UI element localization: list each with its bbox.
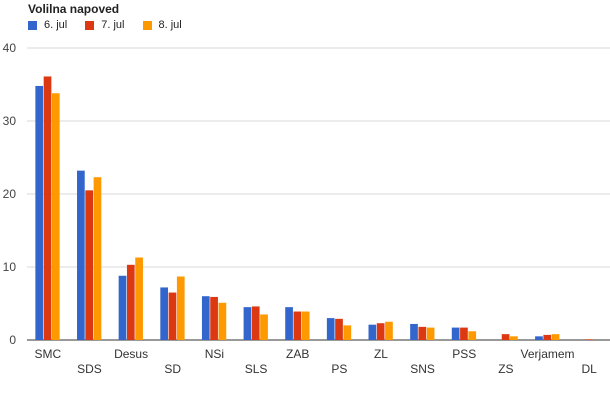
chart-title: Volilna napoved	[28, 2, 120, 16]
bar-sls-series-3	[260, 314, 268, 340]
x-tick-label: SDS	[77, 362, 102, 376]
bar-zs-series-2	[501, 334, 510, 340]
bar-zab-series-1	[285, 307, 293, 340]
x-tick-label: SD	[164, 362, 181, 376]
y-tick-label: 40	[3, 41, 17, 55]
bar-sd-series-2	[168, 292, 177, 340]
bar-sd-series-3	[176, 276, 185, 340]
bar-dl-series-2	[585, 339, 593, 340]
bar-pss-series-2	[460, 327, 468, 340]
legend-swatch-series-2	[85, 20, 95, 30]
bar-zl-series-3	[385, 321, 393, 340]
legend-swatch-series-1	[28, 20, 37, 30]
legend-label-series-3: 8. jul	[158, 19, 182, 31]
bar-ps-series-2	[335, 318, 343, 340]
bar-sls-series-2	[251, 306, 260, 340]
legend-swatch-series-3	[142, 20, 152, 30]
bar-zl-series-1	[368, 324, 377, 340]
bar-zs-series-3	[510, 336, 518, 340]
bar-sds-series-1	[77, 170, 85, 340]
legend-item-series-2[interactable]: 7. jul	[85, 19, 125, 31]
x-tick-label: ZS	[498, 362, 513, 376]
y-tick-label: 0	[9, 333, 16, 347]
bar-desus-series-2	[126, 264, 135, 340]
bar-zab-series-3	[301, 311, 310, 340]
y-tick-label: 20	[3, 187, 17, 201]
legend-label-series-2: 7. jul	[101, 19, 125, 31]
x-tick-label: PSS	[452, 347, 476, 361]
y-tick-label: 30	[3, 114, 17, 128]
bar-nsi-series-2	[210, 296, 218, 340]
bar-sns-series-1	[410, 323, 418, 340]
bar-nsi-series-3	[218, 302, 227, 340]
legend: 6. jul 7. jul 8. jul	[28, 19, 200, 31]
x-tick-label: SLS	[245, 362, 268, 376]
bar-zab-series-2	[293, 311, 302, 340]
bar-sds-series-3	[93, 177, 102, 340]
x-tick-label: Verjamem	[521, 347, 575, 361]
bar-verjamem-series-1	[535, 336, 543, 340]
bar-sls-series-1	[243, 307, 252, 340]
x-tick-label: DL	[582, 362, 598, 376]
legend-label-series-1: 6. jul	[44, 19, 68, 31]
bar-zl-series-2	[376, 323, 385, 340]
x-tick-label: ZL	[374, 347, 388, 361]
bar-smc-series-1	[35, 85, 44, 341]
bar-verjamem-series-3	[551, 334, 560, 340]
bar-ps-series-3	[343, 325, 352, 340]
bar-desus-series-1	[118, 275, 127, 340]
x-tick-label: NSi	[205, 347, 224, 361]
x-tick-label: SNS	[410, 362, 435, 376]
bar-sds-series-2	[85, 190, 94, 340]
bar-smc-series-2	[43, 76, 52, 340]
legend-item-series-3[interactable]: 8. jul	[142, 19, 182, 31]
y-tick-label: 10	[3, 260, 17, 274]
bar-sns-series-3	[426, 327, 435, 340]
legend-item-series-1[interactable]: 6. jul	[28, 19, 67, 31]
x-tick-label: ZAB	[286, 347, 309, 361]
bar-pss-series-1	[451, 327, 460, 340]
bar-nsi-series-1	[201, 296, 210, 340]
bar-smc-series-3	[51, 93, 60, 340]
bar-pss-series-3	[468, 331, 477, 340]
x-tick-label: SMC	[34, 347, 61, 361]
bar-desus-series-3	[135, 257, 143, 340]
bar-verjamem-series-2	[543, 334, 552, 340]
bar-sd-series-1	[160, 287, 168, 340]
bar-sns-series-2	[418, 326, 427, 340]
x-tick-label: PS	[331, 362, 347, 376]
bar-ps-series-1	[326, 318, 335, 340]
x-tick-label: Desus	[114, 347, 148, 361]
